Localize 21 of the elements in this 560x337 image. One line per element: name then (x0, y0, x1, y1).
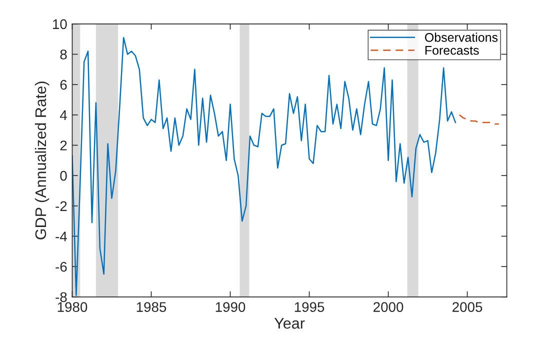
y-tick-label: -6 (56, 262, 67, 272)
y-tick-label: 6 (60, 80, 67, 90)
y-tick-label: 2 (60, 140, 67, 150)
legend-label: Forecasts (425, 46, 479, 55)
y-tick-label: 0 (60, 170, 67, 181)
x-axis-title: Year (274, 318, 305, 329)
x-tick-label: 1985 (136, 302, 166, 312)
x-tick-label: 1980 (58, 302, 88, 312)
x-tick-label: 1995 (294, 302, 324, 312)
legend-label: Observations (425, 32, 498, 42)
y-tick-label: 4 (60, 110, 67, 120)
x-tick-label: 1990 (216, 302, 246, 312)
y-axis-title: GDP (Annualized Rate) (34, 82, 50, 240)
y-tick-label: 10 (52, 19, 67, 30)
y-tick-label: -2 (56, 201, 67, 211)
x-tick-label: 2005 (452, 302, 482, 312)
y-tick-label: -4 (56, 232, 67, 242)
y-tick-label: 8 (60, 50, 67, 60)
line-series (458, 114, 500, 125)
y-tick-label: -8 (56, 292, 67, 302)
x-tick-label: 2000 (374, 302, 404, 312)
